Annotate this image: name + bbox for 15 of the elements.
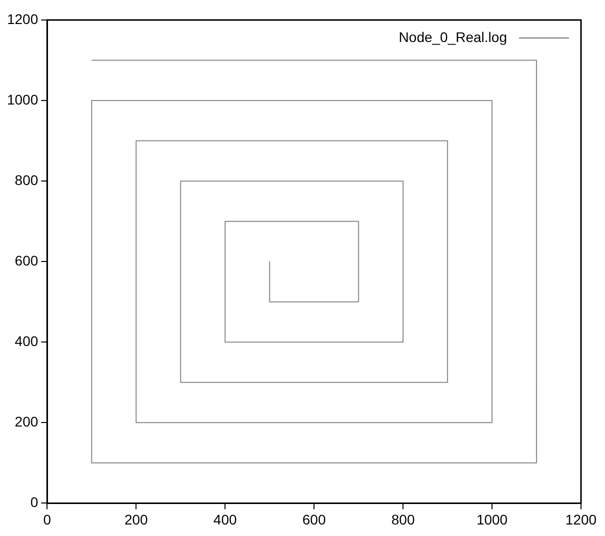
- x-tick-label: 1200: [565, 511, 597, 528]
- y-tick-label: 200: [14, 414, 38, 430]
- y-tick-label: 1200: [6, 10, 38, 27]
- x-tick-label: 800: [391, 511, 415, 528]
- y-tick-label: 800: [14, 172, 38, 188]
- y-tick-label: 1000: [6, 91, 38, 108]
- x-tick-label: 200: [124, 511, 148, 528]
- x-tick-label: 0: [43, 511, 52, 528]
- y-tick-label: 600: [14, 252, 38, 268]
- x-tick-label: 600: [302, 511, 326, 528]
- x-tick-label: 1000: [476, 511, 508, 528]
- y-tick-label: 0: [30, 494, 38, 510]
- legend-label: Node_0_Real.log: [398, 28, 507, 45]
- x-tick-label: 400: [213, 511, 237, 528]
- y-tick-label: 400: [14, 332, 38, 349]
